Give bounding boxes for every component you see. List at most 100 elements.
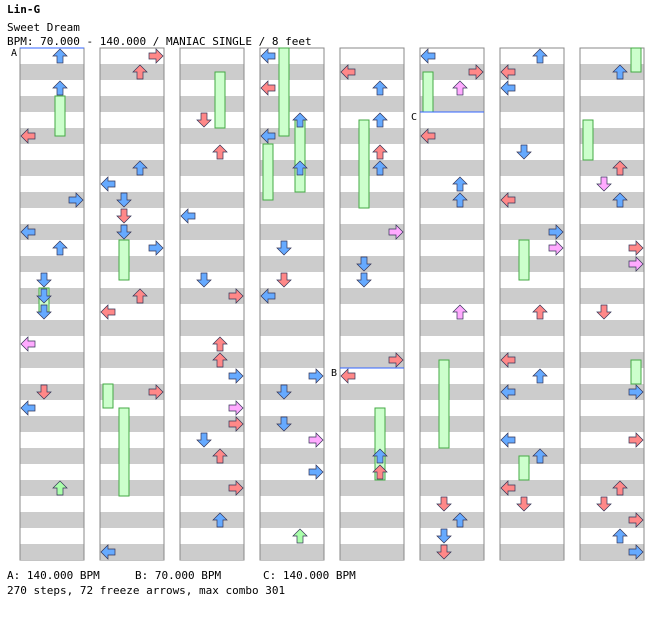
beat-stripe — [420, 384, 484, 400]
right-arrow-icon — [228, 400, 244, 416]
artist-name: Lin-G — [7, 3, 41, 16]
beat-stripe — [500, 128, 564, 144]
bpm-legend-c: C: 140.000 BPM — [263, 569, 356, 582]
beat-stripe — [180, 384, 244, 400]
beat-stripe — [340, 384, 404, 400]
freeze-arrow — [518, 239, 530, 281]
right-arrow-icon — [308, 464, 324, 480]
beat-stripe — [340, 480, 404, 496]
beat-stripe — [580, 352, 644, 368]
beat-stripe — [180, 224, 244, 240]
beat-stripe — [340, 352, 404, 368]
beat-stripe — [420, 352, 484, 368]
left-arrow-icon — [340, 64, 356, 80]
down-arrow-icon — [596, 304, 612, 320]
right-arrow-icon — [228, 480, 244, 496]
beat-stripe — [340, 416, 404, 432]
beat-stripe — [500, 64, 564, 80]
right-arrow-icon — [468, 64, 484, 80]
beat-stripe — [180, 512, 244, 528]
up-arrow-icon — [212, 448, 228, 464]
beat-stripe — [100, 352, 164, 368]
beat-stripe — [20, 512, 84, 528]
beat-stripe — [580, 480, 644, 496]
beat-stripe — [580, 448, 644, 464]
right-arrow-icon — [228, 368, 244, 384]
right-arrow-icon — [148, 48, 164, 64]
freeze-arrow — [358, 119, 370, 209]
left-arrow-icon — [500, 384, 516, 400]
beat-stripe — [260, 512, 324, 528]
left-arrow-icon — [180, 208, 196, 224]
beat-stripe — [100, 96, 164, 112]
beat-stripe — [500, 192, 564, 208]
up-arrow-icon — [212, 512, 228, 528]
down-arrow-icon — [596, 496, 612, 512]
down-arrow-icon — [436, 544, 452, 560]
up-arrow-icon — [292, 112, 308, 128]
left-arrow-icon — [20, 400, 36, 416]
left-arrow-icon — [20, 224, 36, 240]
left-arrow-icon — [20, 128, 36, 144]
beat-stripe — [580, 544, 644, 560]
beat-stripe — [100, 448, 164, 464]
up-arrow-icon — [132, 160, 148, 176]
beat-stripe — [420, 128, 484, 144]
beat-stripe — [420, 544, 484, 560]
freeze-arrow — [54, 95, 66, 137]
freeze-arrow — [374, 407, 386, 481]
beat-stripe — [340, 256, 404, 272]
down-arrow-icon — [436, 496, 452, 512]
left-arrow-icon — [20, 336, 36, 352]
beat-stripe — [500, 384, 564, 400]
up-arrow-icon — [292, 528, 308, 544]
beat-stripe — [180, 352, 244, 368]
beat-stripe — [340, 288, 404, 304]
step-chart — [19, 47, 645, 561]
right-arrow-icon — [628, 432, 644, 448]
beat-stripe — [100, 544, 164, 560]
right-arrow-icon — [148, 384, 164, 400]
beat-stripe — [260, 160, 324, 176]
freeze-arrow — [118, 407, 130, 497]
beat-stripe — [20, 160, 84, 176]
beat-stripe — [260, 192, 324, 208]
beat-stripe — [100, 384, 164, 400]
beat-stripe — [180, 320, 244, 336]
right-arrow-icon — [548, 224, 564, 240]
freeze-arrow — [438, 359, 450, 449]
beat-stripe — [580, 192, 644, 208]
beat-stripe — [580, 256, 644, 272]
up-arrow-icon — [452, 304, 468, 320]
beat-stripe — [180, 416, 244, 432]
down-arrow-icon — [196, 112, 212, 128]
beat-stripe — [580, 416, 644, 432]
beat-stripe — [100, 416, 164, 432]
right-arrow-icon — [628, 512, 644, 528]
right-arrow-icon — [628, 384, 644, 400]
beat-stripe — [500, 416, 564, 432]
chart-meta: BPM: 70.000 - 140.000 / MANIAC SINGLE / … — [7, 35, 312, 48]
up-arrow-icon — [132, 288, 148, 304]
beat-stripe — [20, 544, 84, 560]
beat-stripe — [500, 352, 564, 368]
down-arrow-icon — [356, 256, 372, 272]
beat-stripe — [580, 64, 644, 80]
bpm-marker-c: C — [411, 112, 418, 123]
beat-stripe — [420, 512, 484, 528]
left-arrow-icon — [260, 80, 276, 96]
up-arrow-icon — [452, 176, 468, 192]
freeze-arrow — [630, 47, 642, 73]
left-arrow-icon — [260, 288, 276, 304]
down-arrow-icon — [276, 240, 292, 256]
right-arrow-icon — [628, 256, 644, 272]
up-arrow-icon — [532, 448, 548, 464]
beat-stripe — [580, 224, 644, 240]
beat-stripe — [420, 96, 484, 112]
beat-stripe — [420, 448, 484, 464]
down-arrow-icon — [276, 384, 292, 400]
beat-stripe — [500, 96, 564, 112]
beat-stripe — [260, 128, 324, 144]
beat-stripe — [100, 288, 164, 304]
beat-stripe — [180, 128, 244, 144]
